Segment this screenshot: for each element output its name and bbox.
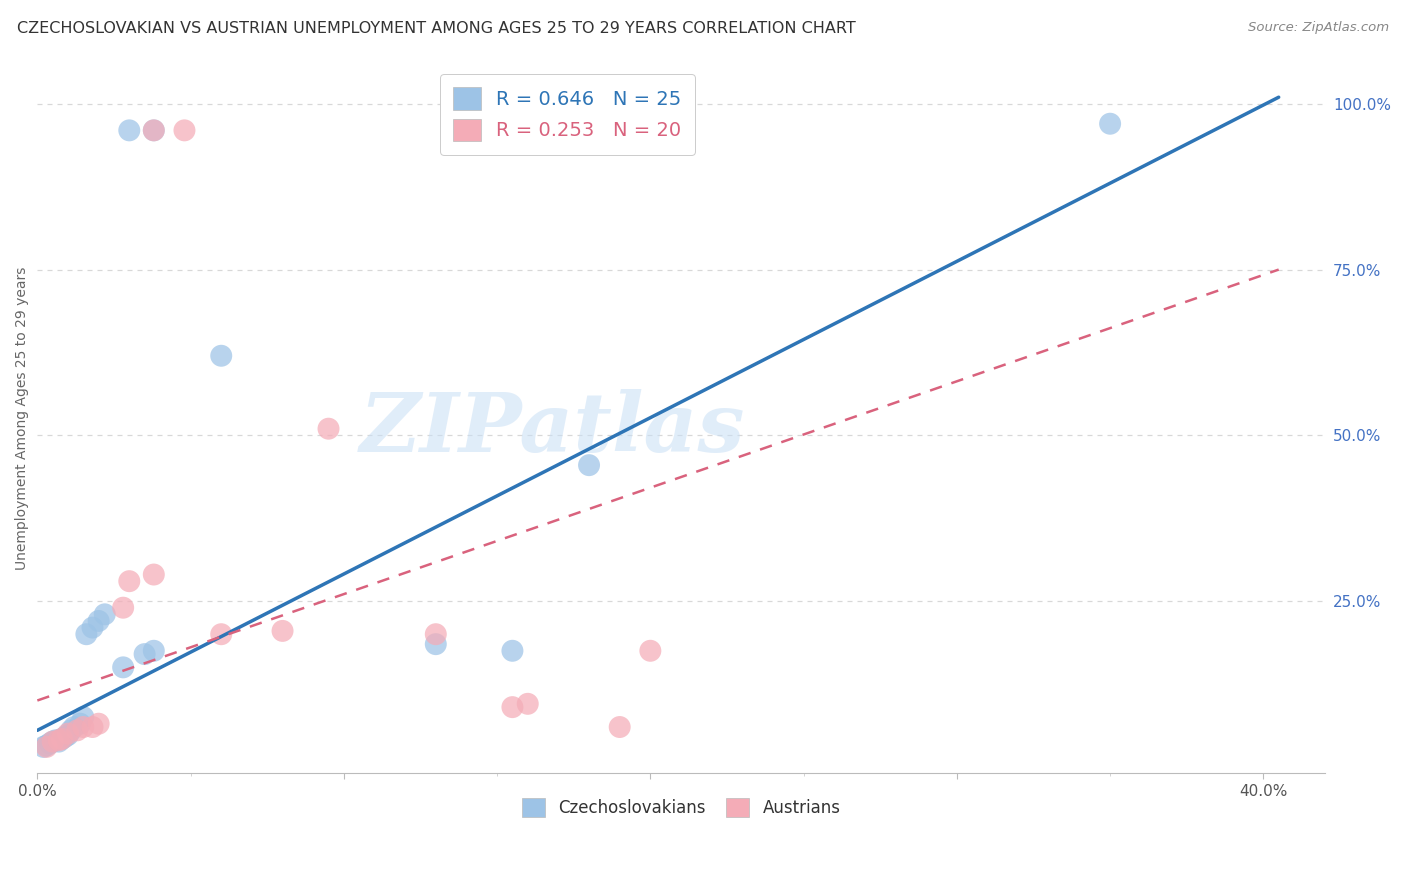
Point — [66, 723, 89, 738]
Point — [142, 644, 165, 658]
Point — [48, 733, 70, 747]
Text: ZIPatlas: ZIPatlas — [360, 390, 745, 469]
Point — [87, 716, 110, 731]
Point — [35, 739, 58, 753]
Point — [318, 422, 340, 436]
Point — [142, 123, 165, 137]
Point — [118, 574, 141, 589]
Point — [209, 349, 232, 363]
Point — [41, 734, 63, 748]
Legend: Czechoslovakians, Austrians: Czechoslovakians, Austrians — [513, 789, 849, 825]
Point — [425, 627, 447, 641]
Point — [1099, 117, 1122, 131]
Point — [142, 123, 165, 137]
Point — [640, 644, 662, 658]
Point — [118, 123, 141, 137]
Point — [51, 731, 73, 746]
Point — [209, 627, 232, 641]
Point — [56, 726, 79, 740]
Text: Source: ZipAtlas.com: Source: ZipAtlas.com — [1249, 21, 1389, 34]
Point — [112, 600, 135, 615]
Point — [578, 458, 600, 472]
Point — [609, 720, 631, 734]
Point — [425, 637, 447, 651]
Point — [60, 723, 83, 738]
Point — [112, 660, 135, 674]
Point — [501, 700, 523, 714]
Point — [82, 621, 104, 635]
Point — [72, 710, 94, 724]
Point — [134, 647, 156, 661]
Point — [41, 734, 63, 748]
Point — [63, 720, 86, 734]
Point — [51, 731, 73, 746]
Point — [142, 567, 165, 582]
Point — [72, 720, 94, 734]
Point — [75, 627, 97, 641]
Point — [48, 734, 70, 748]
Point — [38, 737, 60, 751]
Y-axis label: Unemployment Among Ages 25 to 29 years: Unemployment Among Ages 25 to 29 years — [15, 267, 30, 570]
Point — [87, 614, 110, 628]
Text: CZECHOSLOVAKIAN VS AUSTRIAN UNEMPLOYMENT AMONG AGES 25 TO 29 YEARS CORRELATION C: CZECHOSLOVAKIAN VS AUSTRIAN UNEMPLOYMENT… — [17, 21, 856, 36]
Point — [271, 624, 294, 638]
Point — [32, 739, 55, 754]
Point — [173, 123, 195, 137]
Point — [45, 733, 67, 747]
Point — [69, 716, 91, 731]
Point — [94, 607, 117, 622]
Point — [56, 728, 79, 742]
Point — [516, 697, 538, 711]
Point — [35, 739, 58, 754]
Point — [501, 644, 523, 658]
Point — [82, 720, 104, 734]
Point — [53, 730, 76, 744]
